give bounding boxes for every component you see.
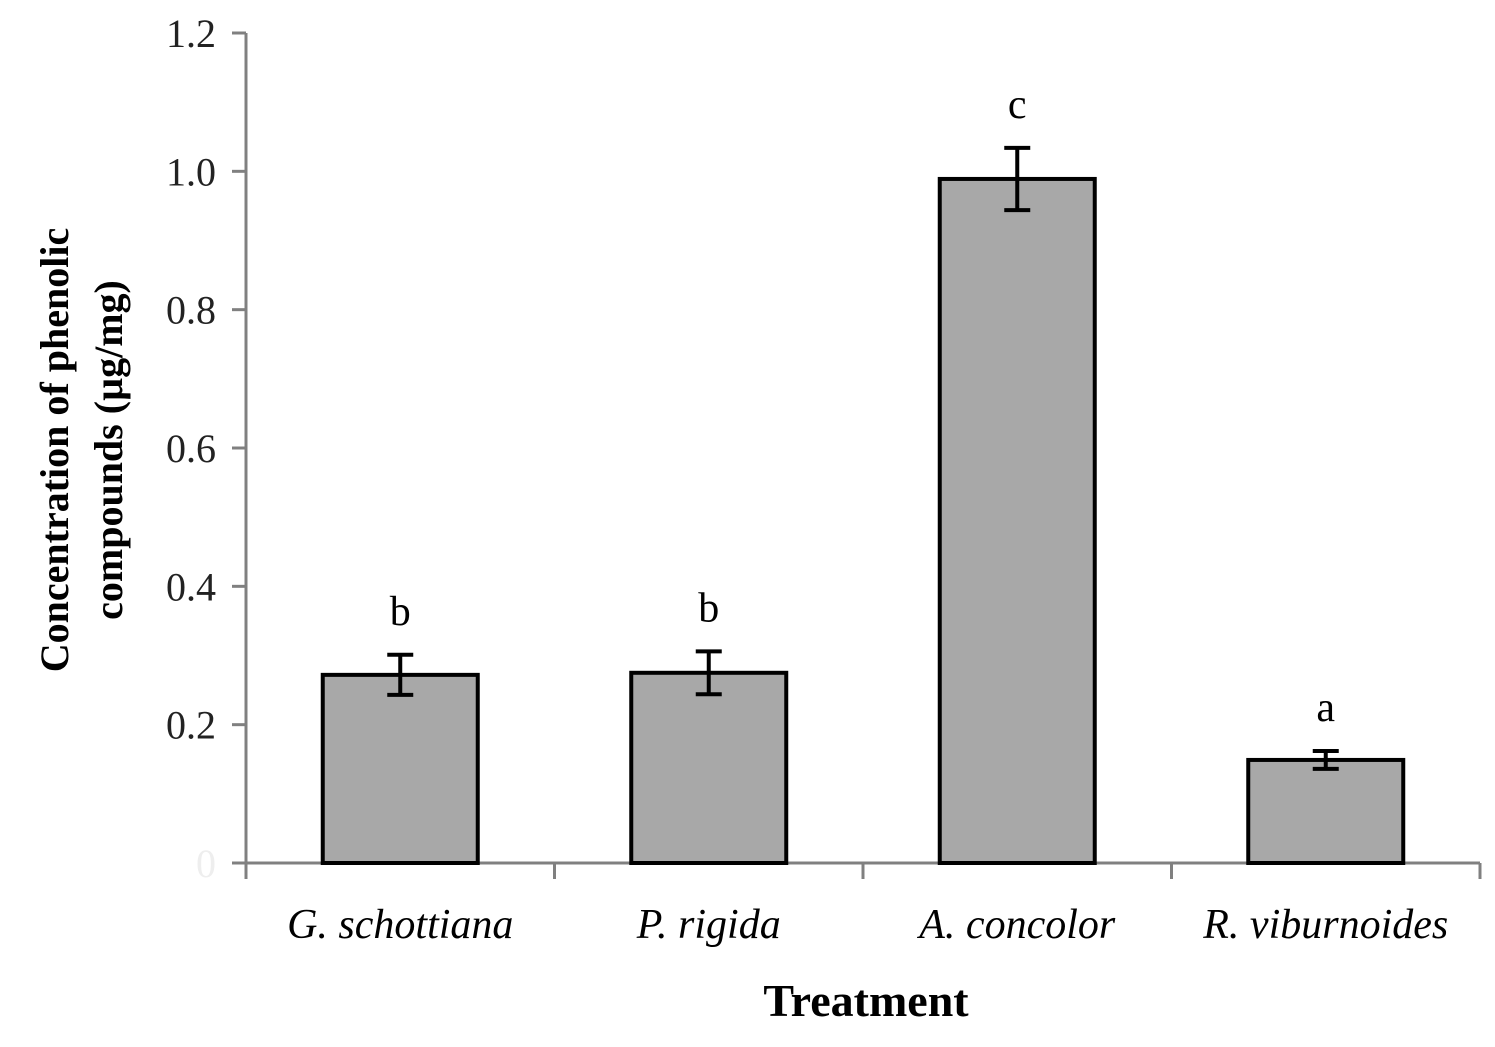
bar (629, 670, 789, 866)
y-axis-label: Concentration of phenolic compounds (µg/… (32, 228, 131, 672)
error-bar (695, 649, 722, 697)
y-tick-label: 1.2 (166, 11, 216, 56)
y-axis-label-line-2: compounds (µg/mg) (86, 280, 131, 620)
y-axis-label-line-1: Concentration of phenolic (32, 228, 77, 672)
significance-letter: a (1316, 685, 1335, 731)
significance-letter: b (390, 589, 411, 635)
x-tick-label: P. rigida (636, 902, 781, 948)
error-bar (1004, 145, 1031, 213)
bars: b b c a (320, 82, 1406, 866)
x-tick-label: A. concolor (916, 902, 1116, 948)
error-bar (1312, 748, 1339, 771)
x-axis: G. schottiana P. rigida A. concolor R. vibu… (232, 861, 1482, 948)
y-tick-label: 1.0 (166, 149, 216, 194)
y-tick-label: 0.2 (166, 703, 216, 748)
bar (1246, 757, 1406, 865)
x-tick-label: G. schottiana (287, 902, 513, 948)
y-tick-label: 0.6 (166, 426, 216, 471)
significance-letter: c (1008, 82, 1027, 128)
x-axis-label: Treatment (763, 975, 969, 1026)
x-tick-label: R. viburnoides (1202, 902, 1448, 948)
significance-letter: b (698, 585, 719, 631)
y-axis: 0 0.2 0.4 0.6 0.8 1.0 1.2 (166, 11, 248, 886)
bar (320, 672, 480, 865)
y-tick-label: 0.4 (166, 564, 216, 609)
y-tick-label: 0 (196, 841, 216, 886)
y-tick-label: 0.8 (166, 288, 216, 333)
bar (937, 176, 1097, 866)
error-bar (387, 652, 414, 697)
